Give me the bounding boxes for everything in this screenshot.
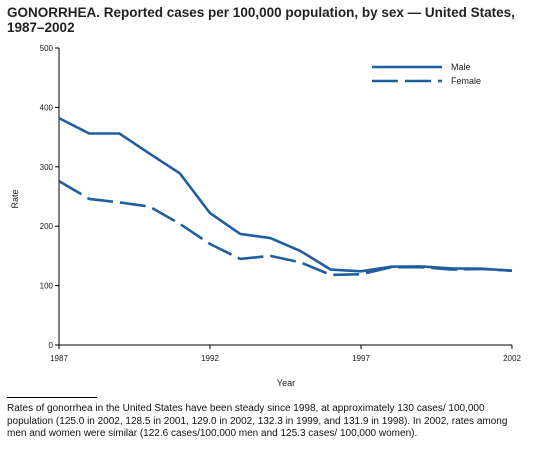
x-tick-label: 2002 xyxy=(503,354,521,363)
series-line-female xyxy=(58,179,513,277)
y-tick-label: 0 xyxy=(49,341,54,350)
y-tick-label: 500 xyxy=(40,44,54,53)
chart-title: GONORRHEA. Reported cases per 100,000 po… xyxy=(7,5,515,35)
x-tick-label: 1992 xyxy=(201,354,219,363)
chart: 0 100 200 300 400 500 1987 1992 1997 2002 Year Rate… xyxy=(10,44,521,388)
y-tick-label: 100 xyxy=(40,282,54,291)
x-tick-label: 1997 xyxy=(352,354,370,363)
footnote-divider xyxy=(7,397,97,398)
y-axis-label: Rate xyxy=(10,189,20,208)
footnote: Rates of gonorrhea in the United States … xyxy=(7,403,508,439)
x-tick-label: 1987 xyxy=(50,354,68,363)
y-tick-label: 200 xyxy=(40,222,54,231)
y-tick-label: 300 xyxy=(40,163,54,172)
legend-label-male: Male xyxy=(451,62,471,72)
series-line-male xyxy=(58,116,513,273)
x-axis-label: Year xyxy=(277,378,295,388)
y-tick-label: 400 xyxy=(40,103,54,112)
legend-label-female: Female xyxy=(451,76,481,86)
